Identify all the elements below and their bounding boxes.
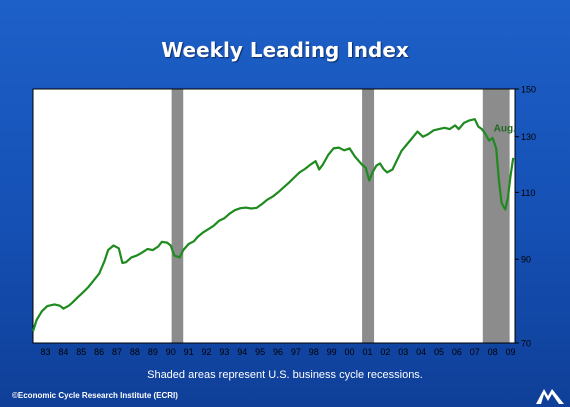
x-tick-label: 99 xyxy=(327,347,337,357)
x-tick-label: 83 xyxy=(41,347,51,357)
x-tick-label: 93 xyxy=(219,347,229,357)
line-layer xyxy=(31,118,515,332)
x-tick-label: 00 xyxy=(345,347,355,357)
x-tick-label: 06 xyxy=(452,347,462,357)
x-tick-label: 92 xyxy=(201,347,211,357)
x-tick-label: 88 xyxy=(130,347,140,357)
chart-title: Weekly Leading Index xyxy=(161,38,409,62)
recession-note: Shaded areas represent U.S. business cyc… xyxy=(147,369,423,381)
y-tick-label: 130 xyxy=(521,132,536,142)
y-tick-label: 90 xyxy=(521,255,531,265)
x-tick-label: 89 xyxy=(148,347,158,357)
x-tick-label: 86 xyxy=(94,347,104,357)
x-tick-label: 98 xyxy=(309,347,319,357)
x-tick-label: 84 xyxy=(58,347,68,357)
series-line xyxy=(31,118,515,332)
plot-area xyxy=(32,88,516,344)
x-tick-label: 04 xyxy=(416,347,426,357)
x-tick-label: 87 xyxy=(112,347,122,357)
ecri-logo-icon xyxy=(536,389,564,404)
y-tick-label: 70 xyxy=(521,339,531,349)
x-tick-label: 96 xyxy=(273,347,283,357)
x-tick-label: 07 xyxy=(470,347,480,357)
x-tick-label: 09 xyxy=(506,347,516,357)
x-tick-label: 90 xyxy=(166,347,176,357)
recession-layer xyxy=(171,89,510,343)
x-tick-label: 94 xyxy=(237,347,247,357)
recession-bar xyxy=(171,89,184,343)
copyright-text: ©Economic Cycle Research Institute (ECRI… xyxy=(12,391,178,400)
recession-bar xyxy=(482,89,510,343)
x-tick-label: 05 xyxy=(434,347,444,357)
x-tick-label: 85 xyxy=(76,347,86,357)
x-tick-label: 95 xyxy=(255,347,265,357)
y-tick-label: 150 xyxy=(521,85,536,95)
x-tick-label: 03 xyxy=(398,347,408,357)
x-tick-label: 02 xyxy=(380,347,390,357)
x-tick-label: 91 xyxy=(184,347,194,357)
x-tick-label: 08 xyxy=(488,347,498,357)
recession-bar xyxy=(362,89,375,343)
axis-layer: 70 90 110 130 150 83 84 85 86 87 88 89 90 91 92 93 94 95 9… xyxy=(41,85,537,358)
y-tick-label: 110 xyxy=(521,188,535,198)
x-tick-label: 01 xyxy=(362,347,372,357)
x-tick-label: 97 xyxy=(291,347,301,357)
annotation-label: Aug. xyxy=(494,124,516,135)
